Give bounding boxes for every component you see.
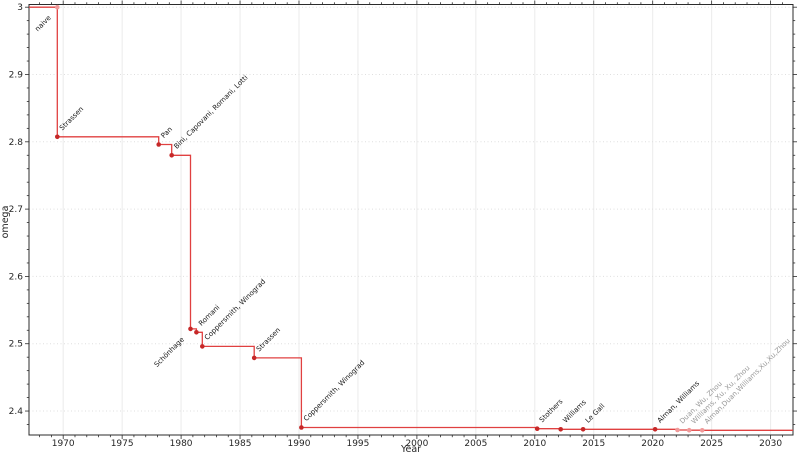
data-point-romani — [194, 330, 199, 335]
data-point-strassen — [251, 355, 257, 361]
axes-layer: 1970 1975 1980 1985 1990 1995 2000 2005 2010 2015… — [9, 0, 797, 449]
x-tick-label: 1970 — [52, 439, 75, 449]
x-tick-label: 2010 — [523, 439, 546, 449]
y-tick-label: 2.4 — [9, 407, 24, 417]
y-tick-label: 2.5 — [9, 340, 23, 350]
x-tick-label: 2015 — [582, 439, 605, 449]
point-label: Le Gall — [584, 402, 607, 425]
data-point-sch-nhage — [188, 326, 193, 332]
y-tick-label: 2.7 — [9, 205, 23, 215]
point-label: Stothers — [538, 397, 565, 424]
x-tick-label: 2025 — [700, 439, 723, 449]
x-tick-label: 2000 — [405, 439, 428, 449]
y-tick-label: 2.9 — [9, 71, 24, 81]
x-tick-label: 1995 — [346, 439, 369, 449]
series-layer — [29, 4, 793, 433]
data-point-bini-capovani-romani-lotti — [169, 153, 174, 158]
data-point-coppersmith-winograd — [200, 344, 205, 349]
x-tick-label: 2030 — [759, 439, 782, 449]
point-label: Coppersmith, Winograd — [302, 359, 366, 423]
point-label: Pan — [159, 125, 174, 140]
point-label: Strassen — [255, 326, 282, 353]
data-point-duan-wu-zhou — [675, 427, 680, 433]
x-tick-label: 1980 — [170, 439, 193, 449]
data-point-naive — [55, 4, 60, 10]
grid-layer — [29, 4, 793, 435]
y-tick-label: 2.6 — [9, 272, 24, 282]
data-point-le-gall — [580, 427, 586, 432]
x-tick-label: 1985 — [229, 439, 252, 449]
data-point-williams-xu-xu-zhou — [686, 427, 692, 433]
data-point-alman-williams — [652, 427, 658, 432]
data-point-williams — [558, 427, 563, 432]
y-tick-label: 3 — [17, 3, 23, 13]
y-tick-label: 2.8 — [9, 138, 24, 148]
data-point-pan — [156, 142, 161, 147]
x-axis-label: Year — [400, 444, 421, 455]
x-tick-label: 2020 — [641, 439, 664, 449]
x-tick-label: 1990 — [288, 439, 311, 449]
data-point-stothers — [534, 426, 540, 432]
point-label: naive — [34, 14, 53, 33]
y-axis-label: omega — [0, 206, 11, 239]
point-label: Bini, Capovani, Romani, Lotti — [172, 74, 249, 151]
x-tick-label: 2005 — [464, 439, 487, 449]
data-point-coppersmith-winograd — [299, 425, 304, 430]
x-tick-label: 1975 — [111, 439, 134, 449]
point-label: Williams, Xu, Xu, Zhou — [690, 364, 752, 426]
point-label: Strassen — [58, 105, 85, 132]
plot-frame — [28, 4, 794, 436]
data-point-strassen — [55, 134, 60, 140]
data-point-alman-duan-williams-xu-xu-zhou — [699, 428, 705, 433]
omega-step-line — [29, 6, 793, 431]
